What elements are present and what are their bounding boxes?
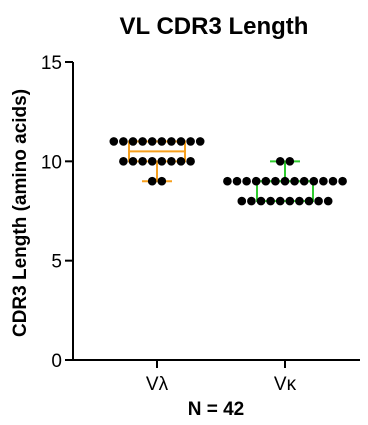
data-point [271, 176, 280, 186]
data-point [176, 157, 186, 166]
data-point [138, 157, 147, 166]
data-point [285, 157, 295, 166]
data-point [319, 176, 328, 186]
data-point [128, 137, 138, 146]
data-point [323, 196, 333, 206]
data-point [186, 137, 195, 146]
data-point [232, 176, 242, 186]
data-point [285, 196, 295, 206]
data-point [328, 176, 338, 186]
data-point [290, 176, 299, 186]
data-point [295, 196, 304, 206]
data-point [119, 137, 128, 146]
data-point [167, 157, 176, 166]
data-point [157, 137, 167, 146]
data-point [309, 176, 319, 186]
data-point [195, 137, 205, 146]
data-point [261, 176, 271, 186]
data-point [251, 176, 261, 186]
data-point [186, 157, 195, 166]
data-point [157, 176, 167, 186]
data-point [109, 137, 119, 146]
data-point [304, 196, 314, 206]
data-point [247, 196, 256, 206]
y-tick-label: 10 [41, 152, 62, 173]
data-point [119, 157, 128, 166]
chart-title: VL CDR3 Length [120, 13, 309, 40]
data-point [223, 176, 232, 186]
data-point [138, 137, 147, 146]
x-axis-ticks: Vλ Vκ [146, 360, 297, 395]
data-point [242, 176, 251, 186]
data-points [109, 137, 347, 206]
data-point [176, 137, 186, 146]
data-point [147, 176, 157, 186]
box-lambda [128, 140, 186, 183]
y-tick-label: 15 [41, 53, 62, 74]
x-tick-label: Vκ [274, 374, 297, 395]
data-point [237, 196, 247, 206]
data-point [338, 176, 347, 186]
data-point [147, 137, 157, 146]
data-point [128, 157, 138, 166]
y-tick-label: 0 [51, 351, 62, 372]
y-tick-label: 5 [51, 252, 62, 273]
data-point [275, 196, 285, 206]
data-point [280, 176, 290, 186]
data-point [256, 196, 266, 206]
data-point [167, 137, 176, 146]
data-point [299, 176, 309, 186]
data-point [266, 196, 275, 206]
data-point [314, 196, 323, 206]
y-axis-label: CDR3 Length (amino acids) [10, 89, 31, 337]
x-tick-label: Vλ [146, 374, 169, 395]
x-axis-label: N = 42 [188, 399, 245, 420]
data-point [147, 157, 157, 166]
y-axis-ticks: 0 5 10 15 [41, 53, 73, 372]
data-point [275, 157, 285, 166]
data-point [157, 157, 167, 166]
box-series [128, 140, 314, 203]
